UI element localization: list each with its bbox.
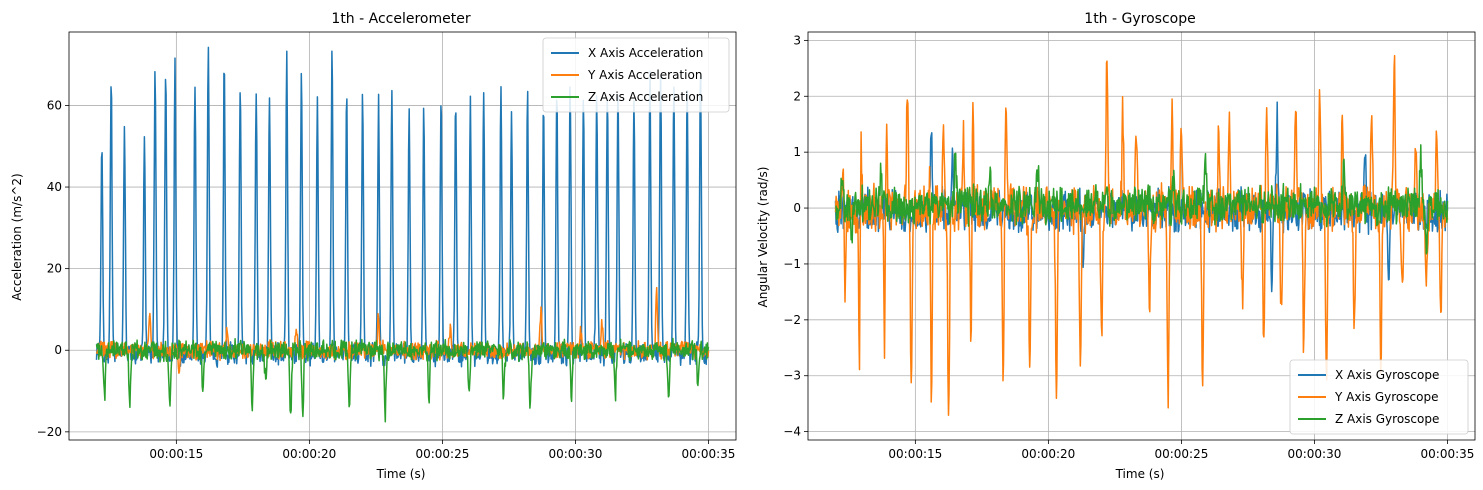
series-line-z-axis-acceleration	[95, 337, 710, 423]
x-tick-label: 00:00:25	[1154, 447, 1208, 461]
y-tick-label: 40	[47, 180, 62, 194]
y-tick-label: 3	[793, 33, 801, 47]
y-tick-label: 0	[54, 343, 62, 357]
axes-frame	[807, 31, 1476, 441]
x-tick-label: 00:00:20	[282, 447, 336, 461]
legend-box	[542, 37, 730, 113]
y-axis-label: Angular Velocity (rad/s)	[756, 167, 770, 308]
y-tick-label: −1	[783, 257, 801, 271]
legend-label: X Axis Gyroscope	[1335, 368, 1439, 382]
series-line-y-axis-acceleration	[95, 286, 710, 374]
legend-label: Y Axis Gyroscope	[1334, 390, 1438, 404]
x-tick-label: 00:00:20	[1021, 447, 1075, 461]
y-tick-label: 2	[793, 89, 801, 103]
x-tick-label: 00:00:30	[548, 447, 602, 461]
x-tick-label: 00:00:15	[888, 447, 942, 461]
y-tick-label: −4	[783, 425, 801, 439]
legend-label: Z Axis Gyroscope	[1335, 412, 1439, 426]
legend: X Axis Gyroscope Y Axis Gyroscope Z Axis G…	[1289, 359, 1469, 435]
series-line-z-axis-gyroscope	[835, 144, 1449, 255]
y-tick-label: −2	[783, 313, 801, 327]
x-tick-label: 00:00:35	[682, 447, 736, 461]
x-tick-label: 00:00:25	[415, 447, 469, 461]
y-tick-label: −3	[783, 369, 801, 383]
chart-title: 1th - Gyroscope	[1084, 11, 1195, 27]
legend-label: Z Axis Acceleration	[588, 90, 703, 104]
x-tick-label: 00:00:30	[1287, 447, 1341, 461]
axes-frame	[68, 31, 737, 441]
y-axis-label: Acceleration (m/s^2)	[10, 173, 24, 300]
x-tick-label: 00:00:15	[149, 447, 203, 461]
gyroscope-chart: 1th - Gyroscope Time (s) Angular Velocit…	[756, 11, 1476, 481]
x-tick-label: 00:00:35	[1421, 447, 1475, 461]
y-tick-label: 0	[793, 201, 801, 215]
x-axis-label: Time (s)	[1115, 467, 1165, 481]
y-tick-label: 20	[47, 262, 62, 276]
y-tick-label: −20	[37, 425, 62, 439]
x-axis-label: Time (s)	[376, 467, 426, 481]
legend-label: X Axis Acceleration	[588, 46, 703, 60]
chart-title: 1th - Accelerometer	[331, 11, 470, 27]
y-tick-label: 60	[47, 98, 62, 112]
legend-box	[1289, 359, 1469, 435]
legend: X Axis Acceleration Y Axis Acceleration Z …	[542, 37, 730, 113]
y-tick-label: 1	[793, 145, 801, 159]
legend-label: Y Axis Acceleration	[587, 68, 702, 82]
accelerometer-chart: 1th - Accelerometer Time (s) Acceleratio…	[10, 11, 737, 481]
